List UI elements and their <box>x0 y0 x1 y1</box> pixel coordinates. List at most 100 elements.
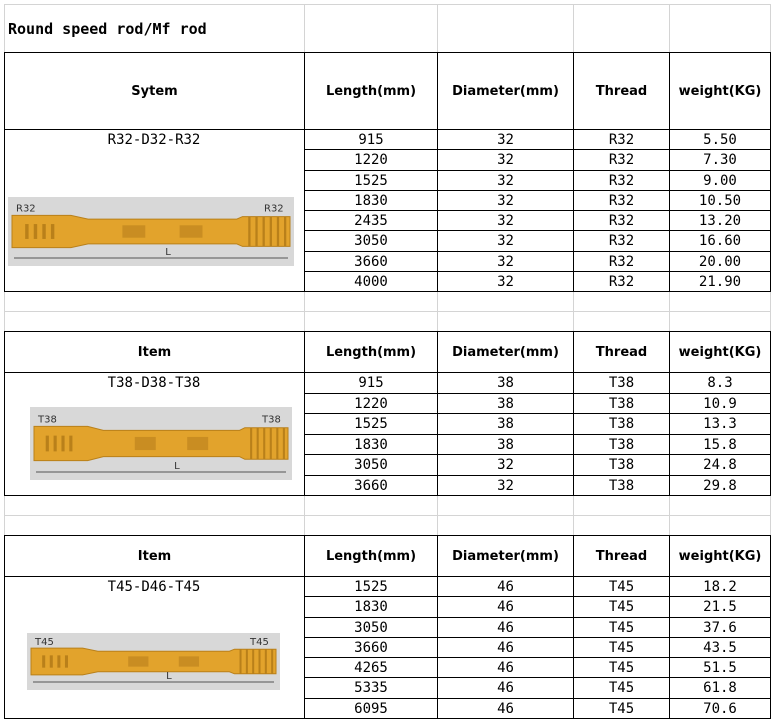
table-cell: 46 <box>437 657 574 678</box>
thread-groove <box>50 224 55 239</box>
table-cell: 32 <box>437 170 574 191</box>
thread-groove <box>61 435 65 452</box>
table-cell: T45 <box>573 637 670 658</box>
gridline <box>4 291 5 331</box>
table-cell: R32 <box>573 210 670 231</box>
thread-groove <box>255 216 258 247</box>
flat <box>178 656 200 667</box>
thread-groove <box>256 427 259 460</box>
thread-groove <box>69 435 73 452</box>
thread-groove <box>269 427 272 460</box>
gridline <box>770 495 771 535</box>
table-cell: 43.5 <box>669 637 771 658</box>
thread-groove <box>33 224 38 239</box>
rod <box>33 425 289 462</box>
image-label: T45 <box>34 637 54 648</box>
thread-groove <box>250 427 253 460</box>
table-cell: 5335 <box>304 677 438 699</box>
table-cell: 46 <box>437 576 574 597</box>
table-cell: 13.3 <box>669 413 771 435</box>
thread-groove <box>283 216 287 247</box>
column-header: Item <box>4 331 305 373</box>
gridline <box>437 495 438 535</box>
gridline <box>770 4 771 52</box>
table-cell: 32 <box>437 454 574 476</box>
gridline <box>437 4 438 52</box>
thread-groove <box>245 649 248 674</box>
table-cell: 4000 <box>304 271 438 292</box>
flat <box>122 225 146 238</box>
image-label: L <box>166 671 172 682</box>
table-cell: 1830 <box>304 434 438 455</box>
column-header: Thread <box>573 52 670 130</box>
table-cell: 32 <box>437 190 574 211</box>
table-cell: 1830 <box>304 596 438 618</box>
system-name: T38-D38-T38 <box>107 375 201 391</box>
column-header: weight(KG) <box>669 331 771 373</box>
thread-groove <box>42 655 46 668</box>
table-cell: 1220 <box>304 393 438 414</box>
column-header: Diameter(mm) <box>437 331 574 373</box>
table-cell: 38 <box>437 434 574 455</box>
table-cell: 3050 <box>304 617 438 638</box>
table-cell: 915 <box>304 129 438 150</box>
thread-groove <box>248 216 251 247</box>
table-cell: 3660 <box>304 251 438 272</box>
thread-groove <box>269 216 272 247</box>
column-header: Sytem <box>4 52 305 130</box>
table-cell: 32 <box>437 210 574 231</box>
table-cell: T45 <box>573 698 670 719</box>
gridline <box>304 291 305 331</box>
table-cell: 38 <box>437 372 574 394</box>
table-cell: T38 <box>573 413 670 435</box>
column-header: Thread <box>573 331 670 373</box>
table-cell: 18.2 <box>669 576 771 597</box>
table-cell: 32 <box>437 230 574 252</box>
gridline <box>573 4 574 52</box>
table-cell: 51.5 <box>669 657 771 678</box>
thread-groove <box>262 216 265 247</box>
table-cell: 3660 <box>304 637 438 658</box>
table-cell: T38 <box>573 454 670 476</box>
column-header: Thread <box>573 535 670 577</box>
flat <box>134 436 156 451</box>
table-cell: 32 <box>437 475 574 496</box>
table-cell: 46 <box>437 617 574 638</box>
rod-image: R32 R32 L <box>8 197 294 266</box>
rod <box>30 647 277 676</box>
gridline <box>4 515 770 516</box>
table-cell: 20.00 <box>669 251 771 272</box>
table-cell: R32 <box>573 129 670 150</box>
thread-groove <box>276 216 280 247</box>
table-cell: R32 <box>573 251 670 272</box>
thread-groove <box>42 224 46 239</box>
column-header: Length(mm) <box>304 52 438 130</box>
title: Round speed rod/Mf rod <box>8 20 207 38</box>
gridline <box>669 495 670 535</box>
gridline <box>669 4 670 52</box>
table-cell: 3050 <box>304 230 438 252</box>
table-cell: 16.60 <box>669 230 771 252</box>
gridline <box>304 4 305 52</box>
gridline <box>573 495 574 535</box>
rod-image: T38 T38 L <box>30 407 292 480</box>
table-cell: 4265 <box>304 657 438 678</box>
table-cell: 37.6 <box>669 617 771 638</box>
table-cell: T38 <box>573 475 670 496</box>
table-cell: R32 <box>573 149 670 171</box>
table-cell: 32 <box>437 271 574 292</box>
column-header: Length(mm) <box>304 535 438 577</box>
image-label: L <box>174 461 180 472</box>
table-cell: 1830 <box>304 190 438 211</box>
thread-groove <box>252 649 255 674</box>
table-cell: 32 <box>437 251 574 272</box>
system-name: T45-D46-T45 <box>107 579 201 595</box>
table-cell: T45 <box>573 617 670 638</box>
table-cell: 38 <box>437 413 574 435</box>
table-cell: 32 <box>437 129 574 150</box>
thread-groove <box>264 649 267 674</box>
gridline <box>4 4 770 5</box>
gridline <box>4 4 5 52</box>
table-cell: R32 <box>573 230 670 252</box>
